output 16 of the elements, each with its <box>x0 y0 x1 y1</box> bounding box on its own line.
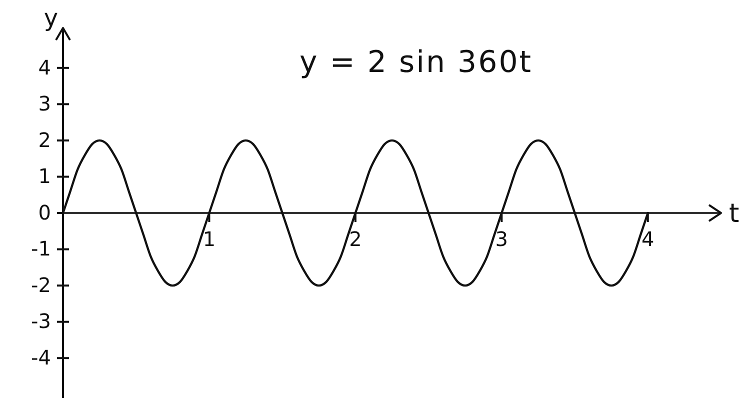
y-tick-label: 1 <box>38 164 51 188</box>
y-tick-label: 3 <box>38 92 51 116</box>
y-tick-label: 2 <box>38 128 51 152</box>
y-tick-label: 4 <box>38 55 51 80</box>
x-tick-label: 3 <box>495 227 508 252</box>
text: y = 2 sin 360t <box>299 45 533 80</box>
x-tick-label: 1 <box>202 227 216 252</box>
x-tick-label: 2 <box>349 227 362 252</box>
x-axis-title: t <box>729 199 740 229</box>
y-tick-label: -3 <box>31 309 51 334</box>
x-tick-label: 4 <box>642 227 654 252</box>
y-tick-label: -1 <box>31 236 51 261</box>
y-tick-label: -2 <box>31 272 51 297</box>
y-tick-label: -4 <box>31 346 51 370</box>
y-tick-label: 0 <box>38 200 51 224</box>
y-axis-title: y <box>44 4 58 32</box>
